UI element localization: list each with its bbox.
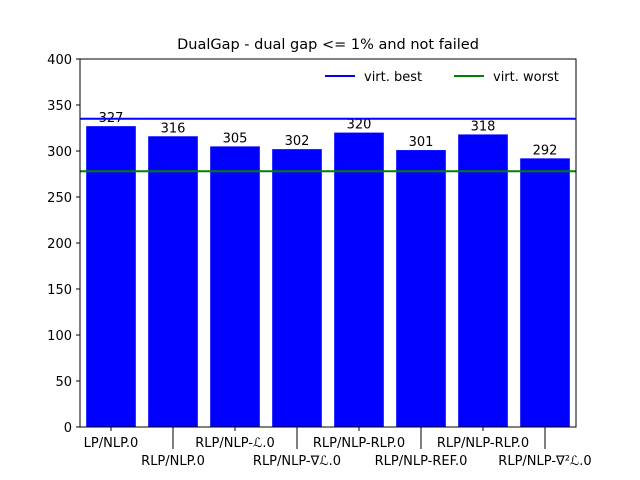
x-tick-label: RLP/NLP-RLP.0	[313, 436, 405, 451]
bar	[520, 158, 570, 428]
x-tick-label: LP/NLP.0	[84, 436, 139, 451]
y-tick-label: 400	[47, 53, 72, 68]
x-tick-label: RLP/NLP-∇ℒ.0	[253, 454, 341, 469]
x-tick-label: RLP/NLP-ℒ.0	[195, 436, 274, 451]
bar	[210, 146, 260, 427]
y-tick-label: 350	[47, 99, 72, 114]
y-tick-label: 150	[47, 283, 72, 298]
bar	[396, 150, 446, 427]
data-label: 301	[409, 135, 434, 150]
legend: virt. best virt. worst	[325, 70, 559, 85]
bar	[272, 149, 322, 427]
legend-label: virt. best	[364, 70, 422, 85]
data-label: 292	[533, 143, 558, 158]
x-tick-label: RLP/NLP-REF.0	[375, 454, 468, 469]
x-tick-label: RLP/NLP-RLP.0	[437, 436, 529, 451]
bar	[86, 126, 136, 427]
x-tick-label: RLP/NLP.0	[141, 454, 205, 469]
legend-label: virt. worst	[493, 70, 559, 85]
y-tick-label: 250	[47, 191, 72, 206]
x-tick-label: RLP/NLP-∇²ℒ.0	[498, 454, 591, 469]
y-tick-label: 200	[47, 237, 72, 252]
y-tick-label: 300	[47, 145, 72, 160]
y-tick-label: 0	[64, 421, 72, 436]
y-tick-label: 50	[55, 375, 72, 390]
bar	[334, 132, 384, 427]
y-tick-label: 100	[47, 329, 72, 344]
data-label: 316	[161, 121, 186, 136]
data-label: 318	[471, 119, 496, 134]
data-label: 305	[223, 131, 248, 146]
chart-title: DualGap - dual gap <= 1% and not failed	[177, 37, 479, 53]
bar	[148, 136, 198, 427]
data-label: 302	[285, 134, 310, 149]
data-label: 320	[347, 118, 372, 133]
bar	[458, 134, 508, 427]
